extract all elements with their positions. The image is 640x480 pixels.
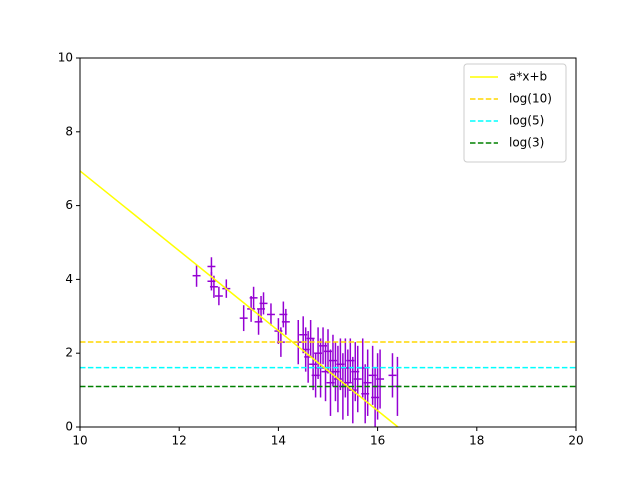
legend: a*x+b log(10) log(5) log(3) (463, 63, 567, 163)
y-tick-label: 2 (65, 346, 73, 360)
y-tick-label: 4 (65, 272, 73, 286)
x-tick-label: 16 (370, 434, 385, 448)
legend-label: a*x+b (509, 70, 547, 84)
y-tick-label: 6 (65, 198, 73, 212)
line (80, 170, 399, 427)
legend-box (463, 63, 567, 163)
x-tick-label: 14 (271, 434, 286, 448)
x-tick-label: 12 (172, 434, 187, 448)
x-tick-label: 18 (469, 434, 484, 448)
axes-frame (79, 57, 577, 428)
y-tick-label: 8 (65, 124, 73, 138)
x-tick-label: 10 (72, 434, 87, 448)
legend-label: log(3) (509, 136, 544, 150)
y-tick-label: 0 (65, 420, 73, 434)
legend-label: log(5) (509, 114, 544, 128)
x-tick-label: 20 (568, 434, 583, 448)
y-tick-label: 10 (58, 51, 73, 65)
plot-area (80, 170, 576, 427)
legend-label: log(10) (509, 92, 552, 106)
